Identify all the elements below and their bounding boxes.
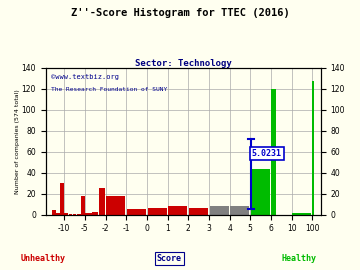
Y-axis label: Number of companies (574 total): Number of companies (574 total) [15,89,20,194]
Bar [52,211,56,215]
Bar [271,89,276,215]
Bar [251,168,270,215]
Bar [64,212,68,215]
Bar [292,212,311,215]
Bar [148,208,167,215]
Bar [168,206,188,215]
Bar [85,212,91,215]
Text: Healthy: Healthy [281,254,316,263]
Bar [107,196,125,215]
Title: Sector: Technology: Sector: Technology [135,59,231,68]
Bar [189,208,208,215]
Bar [127,210,146,215]
Text: Unhealthy: Unhealthy [21,254,66,263]
Text: The Research Foundation of SUNY: The Research Foundation of SUNY [51,87,167,92]
Bar [92,211,98,215]
Bar [56,212,60,215]
Text: Score: Score [157,254,182,263]
Text: ©www.textbiz.org: ©www.textbiz.org [51,74,119,80]
Bar [81,196,85,215]
Bar [99,188,105,215]
Bar [230,206,249,215]
Bar [77,214,81,215]
Bar [73,214,76,215]
Text: Z''-Score Histogram for TTEC (2016): Z''-Score Histogram for TTEC (2016) [71,8,289,18]
Bar [312,80,315,215]
Bar [210,206,229,215]
Bar [60,183,64,215]
Bar [68,214,72,215]
Text: 5.0231: 5.0231 [252,149,282,158]
